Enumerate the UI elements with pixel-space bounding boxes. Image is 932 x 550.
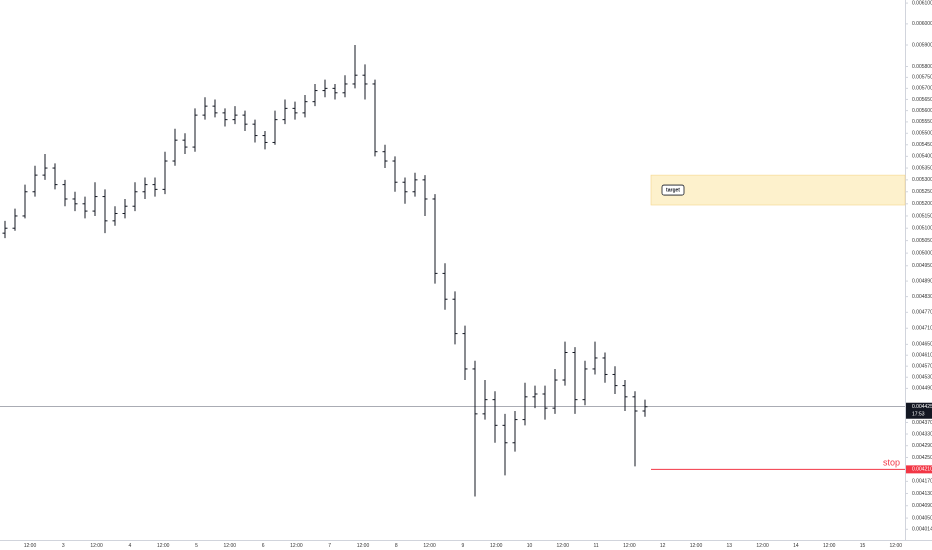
x-tick-label: 15	[860, 543, 866, 549]
y-tick-label: 0.004770	[912, 310, 932, 316]
x-tick-label: 12:00	[690, 543, 703, 549]
x-tick-label: 4	[129, 543, 132, 549]
y-tick-label: 0.004330	[912, 431, 932, 437]
stop-price-label: 0.004210	[912, 467, 932, 473]
x-tick-label: 12:00	[357, 543, 370, 549]
x-tick-label: 7	[328, 543, 331, 549]
x-tick-label: 3	[62, 543, 65, 549]
y-tick-label: 0.005150	[912, 213, 932, 219]
x-tick-label: 6	[262, 543, 265, 549]
last-price-label: 0.004425	[912, 404, 932, 410]
y-tick-label: 0.004250	[912, 455, 932, 461]
target-zone	[650, 174, 906, 206]
x-tick-label: 12:00	[24, 543, 37, 549]
y-tick-label: 0.004530	[912, 375, 932, 381]
x-tick-label: 12:00	[756, 543, 769, 549]
y-tick-label: 0.004090	[912, 503, 932, 509]
y-tick-label: 0.005450	[912, 142, 932, 148]
y-tick-label: 0.005750	[912, 75, 932, 81]
y-tick-label: 0.006100	[912, 0, 932, 6]
y-tick-label: 0.004830	[912, 294, 932, 300]
y-tick-label: 0.004570	[912, 364, 932, 370]
x-tick-label: 12:00	[90, 543, 103, 549]
target-label-box	[661, 184, 685, 196]
y-tick-label: 0.005400	[912, 154, 932, 160]
x-tick-label: 9	[462, 543, 465, 549]
y-tick-label: 0.006000	[912, 21, 932, 27]
x-tick-label: 12:00	[224, 543, 237, 549]
y-tick-label: 0.005650	[912, 97, 932, 103]
x-tick-label: 11	[593, 543, 598, 549]
y-tick-label: 0.004650	[912, 342, 932, 348]
y-tick-label: 0.004170	[912, 479, 932, 485]
x-tick-label: 14	[793, 543, 799, 549]
y-tick-label: 0.005600	[912, 108, 932, 114]
y-tick-label: 0.004710	[912, 326, 932, 332]
x-tick-label: 12:00	[157, 543, 170, 549]
x-tick-label: 10	[527, 543, 533, 549]
x-tick-label: 12:00	[623, 543, 636, 549]
x-tick-label: 12:00	[490, 543, 503, 549]
y-tick-label: 0.004890	[912, 278, 932, 284]
y-tick-label: 0.005000	[912, 250, 932, 256]
y-tick-label: 0.005050	[912, 238, 932, 244]
target-label: target	[666, 187, 680, 193]
y-tick-label: 0.005250	[912, 189, 932, 195]
countdown-label: 17:53	[912, 412, 925, 418]
y-tick-label: 0.004290	[912, 443, 932, 449]
x-tick-label: 8	[395, 543, 398, 549]
last-price-box	[906, 402, 932, 419]
y-tick-label: 0.005100	[912, 226, 932, 232]
x-tick-label: 12:00	[823, 543, 836, 549]
y-tick-label: 0.005800	[912, 64, 932, 70]
y-tick-label: 0.004490	[912, 386, 932, 392]
x-tick-label: 12	[660, 543, 666, 549]
x-tick-label: 5	[195, 543, 198, 549]
y-tick-label: 0.004130	[912, 491, 932, 497]
y-tick-label: 0.004950	[912, 263, 932, 269]
y-tick-label: 0.004370	[912, 420, 932, 426]
y-tick-label: 0.005900	[912, 42, 932, 48]
y-tick-label: 0.005700	[912, 86, 932, 92]
x-tick-label: 12:00	[290, 543, 303, 549]
x-tick-label: 12:00	[557, 543, 570, 549]
y-tick-label: 0.005350	[912, 165, 932, 171]
y-tick-label: 0.005300	[912, 177, 932, 183]
stop-label: stop	[883, 458, 900, 468]
y-tick-label: 0.004610	[912, 353, 932, 359]
y-tick-label: 0.005500	[912, 131, 932, 137]
y-tick-label: 0.004014	[912, 527, 932, 533]
x-tick-label: 13	[727, 543, 733, 549]
stop-price-box	[906, 465, 932, 474]
y-tick-label: 0.004050	[912, 515, 932, 521]
y-tick-label: 0.005550	[912, 119, 932, 125]
x-tick-label: 12:00	[890, 543, 903, 549]
y-tick-label: 0.005200	[912, 201, 932, 207]
x-tick-label: 12:00	[423, 543, 436, 549]
